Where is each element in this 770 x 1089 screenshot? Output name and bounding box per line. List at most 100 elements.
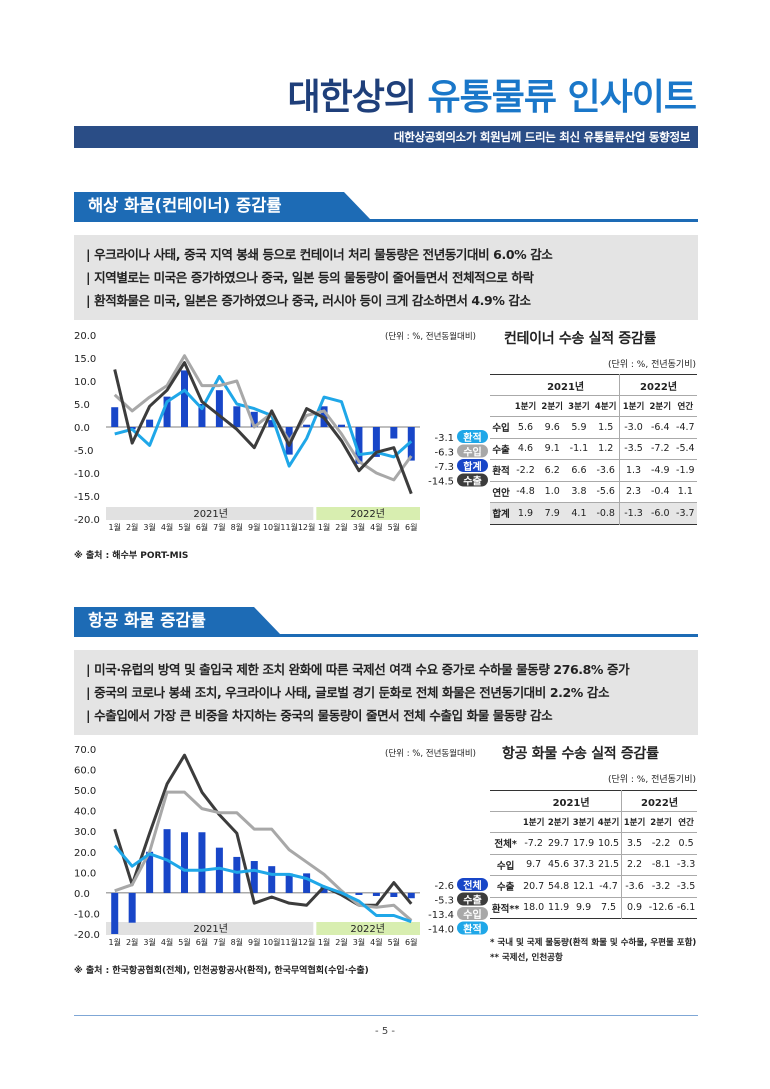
y-tick-label: -10.0 [74, 909, 100, 920]
x-tick-label: 10월 [263, 937, 281, 947]
table-cell: 18.0 [523, 902, 545, 914]
bar-합계 [372, 427, 380, 457]
bar-합계 [233, 406, 241, 427]
bar-전체 [303, 873, 311, 893]
air-bullet-1: | 미국·유럽의 방역 및 출입국 제한 조치 완화에 따른 국제선 여객 수요… [86, 662, 630, 677]
x-tick-label: 4월 [161, 522, 173, 532]
x-tick-label: 12월 [298, 937, 316, 947]
air-chart: 70.0 60.0 50.0 40.0 30.0 20.0 10.0 0.0 -10.0 -20.… [74, 745, 488, 947]
air-source: ※ 출처 : 한국항공협회(전체), 인천공항공사(환적), 한국무역협회(수입… [74, 966, 369, 976]
table-row-label: 수입 [496, 860, 515, 872]
air-section-header: 항공 화물 증감률 [74, 607, 698, 637]
legend-label-합계: 합계 [463, 460, 481, 473]
table-cell: -1.9 [676, 464, 695, 476]
x-tick-label: 1월 [318, 522, 330, 532]
year-band-2022 [316, 507, 420, 520]
legend-label-환적: 환적 [463, 923, 481, 936]
air-bullets: | 미국·유럽의 방역 및 출입국 제한 조치 완화에 따른 국제선 여객 수요… [74, 650, 698, 735]
line-수입 [114, 790, 413, 922]
table-cell: -6.4 [651, 421, 670, 433]
year-label-2021: 2021년 [193, 508, 228, 520]
bar-전체 [146, 851, 154, 893]
table-cell: -7.2 [524, 837, 543, 849]
bar-전체 [390, 892, 398, 897]
chart-unit: (단위 : %, 전년동월대비) [385, 748, 476, 759]
x-tick-label: 7월 [213, 522, 225, 532]
table-col-header: 2분기 [547, 818, 570, 828]
table-cell: -4.9 [651, 464, 670, 476]
table-cell: -3.0 [624, 421, 643, 433]
bar-전체 [407, 892, 415, 899]
air-bullet-2: | 중국의 코로나 봉쇄 조치, 우크라이나 사태, 글로벌 경기 둔화로 전체… [86, 685, 610, 700]
air-table-note-1: * 국내 및 국제 물동량(환적 화물 및 수하물, 우편물 포함) [490, 938, 697, 948]
end-value-수입: -6.3 [434, 448, 454, 459]
y-tick-label: 50.0 [74, 786, 96, 797]
table-col-header: 연간 [677, 402, 694, 412]
table-row: 환적 -2.2 6.2 6.6 -3.6 1.3 -4.9 -1.9 [490, 459, 697, 481]
table-cell: 1.1 [677, 486, 693, 498]
y-tick-label: -15.0 [74, 492, 100, 503]
air-section-title: 항공 화물 증감률 [74, 607, 254, 634]
x-tick-label: 4월 [370, 522, 382, 532]
year-band-2022 [316, 922, 420, 935]
table-col-header: 연간 [678, 818, 694, 828]
table-cell: 0.9 [626, 902, 643, 914]
table-cell: 1.3 [625, 464, 642, 476]
table-col-header: 3분기 [568, 402, 590, 412]
sea-table: 2021년 2022년 1분기 2분기 3분기 4분기 1분기 2분기 연간 수입 5.6 9.6 5.… [490, 374, 697, 525]
page-number: - 5 - [375, 1026, 395, 1037]
x-tick-label: 9월 [248, 937, 260, 947]
table-cell: -1.3 [624, 507, 643, 519]
table-row: 수출 20.7 54.8 12.1 -4.7 -3.6 -3.2 -3.5 [490, 875, 697, 897]
legend-label-수출: 수출 [463, 894, 481, 907]
bar-합계 [303, 424, 311, 427]
chart-unit: (단위 : %, 전년동월대비) [385, 331, 476, 342]
bar-전체 [250, 861, 258, 893]
table-col-header: 4분기 [596, 811, 623, 833]
legend-label-수출: 수출 [463, 475, 481, 488]
table-row-label: 전체* [494, 839, 517, 851]
x-tick-label: 6월 [196, 937, 208, 947]
end-value-환적: -14.0 [428, 925, 454, 936]
table-cell: 5.6 [517, 421, 534, 433]
air-bullet-3: | 수출입에서 가장 큰 비중을 차지하는 중국의 물동량이 줄면서 전체 수출… [86, 708, 553, 723]
y-tick-label: -20.0 [74, 930, 100, 941]
sea-bullet-2: | 지역별로는 미국은 증가하였으나 중국, 일본 등의 물동량이 줄어들면서 … [86, 270, 534, 285]
y-tick-label: -10.0 [74, 469, 100, 480]
sea-source: ※ 출처 : 해수부 PORT-MIS [74, 551, 189, 561]
legend-badge-환적 [457, 430, 488, 443]
table-cell: -5.4 [676, 443, 695, 455]
legend-badge-합계 [457, 459, 488, 472]
bar-전체 [320, 886, 328, 893]
year-label-2021: 2021년 [193, 923, 228, 935]
table-cell: 9.9 [576, 902, 592, 914]
table-cell: 2.3 [625, 486, 642, 498]
table-cell: -4.7 [596, 875, 623, 897]
bar-합계 [355, 427, 363, 464]
bar-합계 [163, 396, 171, 427]
bar-전체 [198, 832, 206, 893]
bar-전체 [111, 892, 119, 934]
x-tick-label: 1월 [108, 522, 120, 532]
legend-badge-수입 [457, 907, 488, 920]
x-tick-label: 2월 [335, 522, 347, 532]
sea-bullets: | 우크라이나 사태, 중국 지역 봉쇄 등으로 컨테이너 처리 물동량은 전년… [74, 235, 698, 320]
end-value-전체: -2.6 [434, 881, 454, 892]
table-row-label: 수출 [496, 882, 515, 894]
table-cell: 17.9 [572, 837, 595, 849]
table-col-header: 1분기 [623, 818, 646, 828]
table-col-header: 2분기 [541, 402, 563, 412]
x-tick-label: 3월 [353, 522, 365, 532]
table-corner [490, 375, 512, 396]
end-value-수출: -5.3 [434, 896, 454, 907]
x-tick-label: 2월 [126, 522, 138, 532]
sea-chart: 20.0 15.0 10.0 5.0 0.0 -5.0 -10.0 -15.0 -20.0 202… [74, 331, 488, 532]
table-row: 수입 5.6 9.6 5.9 1.5 -3.0 -6.4 -4.7 [490, 416, 697, 438]
table-row: 수출 4.6 9.1 -1.1 1.2 -3.5 -7.2 -5.4 [490, 438, 697, 460]
air-table-note-2: ** 국제선, 인천공항 [490, 953, 563, 963]
sea-table-title: 컨테이너 수송 실적 증감률 [504, 331, 657, 347]
year-label-2022: 2022년 [350, 923, 385, 935]
table-cell: 7.5 [596, 897, 623, 919]
table-cell: 1.2 [592, 438, 621, 460]
x-tick-label: 3월 [143, 522, 155, 532]
